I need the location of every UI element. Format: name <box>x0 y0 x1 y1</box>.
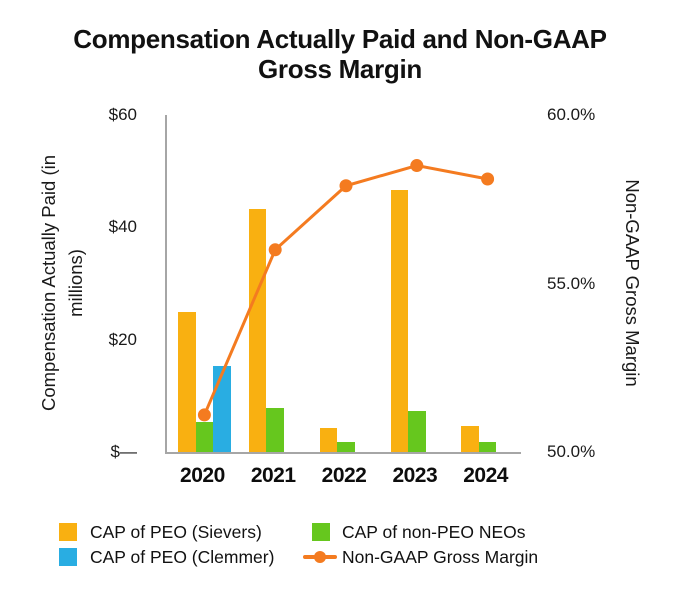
bar-cap-of-non-peo-neos <box>408 411 426 452</box>
left-axis-tick: $20 <box>108 329 137 349</box>
x-axis-label: 2024 <box>463 464 508 487</box>
right-axis-tick: 55.0% <box>547 273 596 293</box>
bar-cap-of-non-peo-neos <box>337 441 355 452</box>
left-axis-title-line1: Compensation Actually Paid (in <box>38 154 59 412</box>
bar-cap-of-non-peo-neos <box>478 441 497 452</box>
chart-title-line1: Compensation Actually Paid and Non-GAAP <box>73 24 607 54</box>
gross-margin-point <box>268 243 282 257</box>
x-axis-label: 2023 <box>392 464 438 487</box>
left-axis-tick: $40 <box>108 217 137 237</box>
left-axis-tick: $60 <box>108 105 137 124</box>
legend-label-neos: CAP of non-PEO NEOs <box>342 522 526 542</box>
legend-swatch-sievers <box>59 523 77 541</box>
bar-cap-of-peo-sievers- <box>319 427 338 452</box>
legend-swatch-neos <box>312 523 330 541</box>
gross-margin-line <box>197 159 495 422</box>
bar-cap-of-non-peo-neos <box>195 421 214 452</box>
right-axis-tick: 60.0% <box>547 105 596 124</box>
left-axis-title-line2: millions) <box>65 249 86 317</box>
bar-cap-of-peo-sievers- <box>248 209 267 452</box>
bar-cap-of-peo-sievers- <box>390 190 409 452</box>
x-axis-label: 2022 <box>321 464 367 487</box>
x-axis-label: 2020 <box>180 464 225 487</box>
chart-title: Compensation Actually Paid and Non-GAAP … <box>0 24 680 84</box>
legend-swatch-clemmer <box>59 548 77 566</box>
gross-margin-point <box>197 408 211 422</box>
left-axis-tick: $— <box>110 442 137 461</box>
bar-cap-of-peo-sievers- <box>178 311 196 452</box>
gross-margin-point <box>410 159 424 173</box>
legend-label-clemmer: CAP of PEO (Clemmer) <box>90 547 275 567</box>
legend-line-marker-dot-icon <box>314 551 326 563</box>
plot-area <box>165 115 521 454</box>
right-axis-tick: 50.0% <box>547 442 596 461</box>
legend-label-margin: Non-GAAP Gross Margin <box>342 547 539 567</box>
bar-cap-of-peo-sievers- <box>461 426 479 452</box>
gross-margin-point <box>481 172 495 186</box>
bar-cap-of-non-peo-neos <box>266 408 284 452</box>
x-axis-label: 2021 <box>250 464 296 487</box>
chart-title-line2: Gross Margin <box>258 54 422 84</box>
legend-label-sievers: CAP of PEO (Sievers) <box>90 522 262 542</box>
right-axis-title: Non-GAAP Gross Margin <box>622 179 643 387</box>
left-axis-title: Compensation Actually Paid (in millions) <box>35 93 89 473</box>
gross-margin-point <box>339 179 353 193</box>
